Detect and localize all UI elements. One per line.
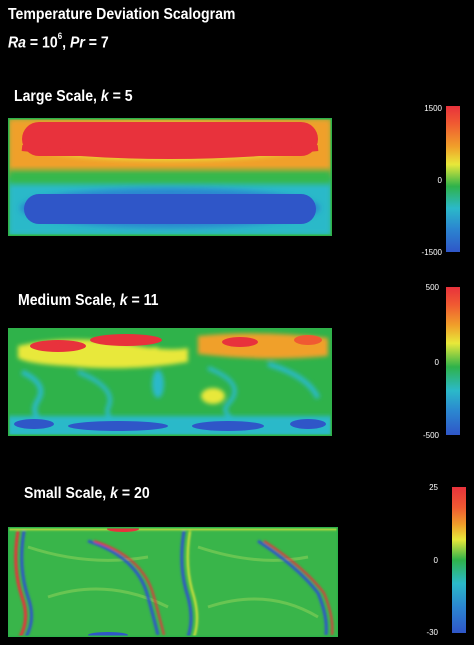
figure-title: Temperature Deviation Scalogram	[8, 6, 236, 23]
cbar1-min: -1500	[421, 248, 442, 257]
parameters-line: Ra = 106, Pr = 7	[8, 31, 109, 52]
small-scale-label: Small Scale, k = 20	[24, 485, 150, 502]
cbar3-max: 25	[429, 483, 438, 492]
cbar1-max: 1500	[424, 104, 442, 113]
pr-value: = 7	[88, 34, 109, 52]
medium-scale-field	[8, 328, 332, 436]
large-scale-label: Large Scale, k = 5	[14, 88, 133, 105]
colorbar-medium	[446, 287, 460, 435]
colorbar-large	[446, 106, 460, 252]
ra-value: = 10	[29, 34, 58, 52]
cbar2-min: -500	[422, 431, 439, 440]
cbar1-mid: 0	[437, 176, 442, 185]
cbar2-max: 500	[425, 283, 439, 292]
ra-label: Ra	[8, 34, 26, 52]
colorbar-small	[452, 487, 466, 633]
ra-exponent: 6	[57, 31, 63, 41]
large-scale-field	[8, 118, 332, 236]
cbar3-min: -30	[426, 628, 438, 637]
medium-scale-label: Medium Scale, k = 11	[18, 292, 159, 309]
cbar3-mid: 0	[433, 556, 438, 565]
cbar2-mid: 0	[434, 358, 439, 367]
small-scale-field	[8, 527, 338, 637]
pr-label: Pr	[69, 34, 85, 52]
